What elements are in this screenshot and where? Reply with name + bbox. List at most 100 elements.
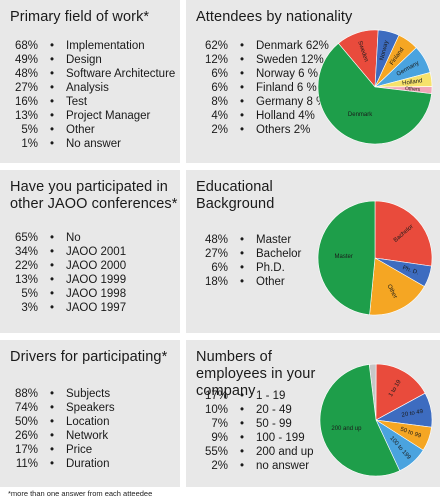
stat-label: Software Architecture: [66, 68, 176, 80]
stat-label: Duration: [66, 458, 110, 470]
stat-percent: 17%: [14, 444, 38, 456]
stat-label: Norway 6 %: [256, 68, 318, 80]
panel-primary-field: Primary field of work* 68% • Implementatio…: [0, 0, 180, 163]
stat-label: Finland 6 %: [256, 82, 317, 94]
stat-label: Ph.D.: [256, 262, 285, 274]
stat-percent: 13%: [14, 110, 38, 122]
pie-slice: [317, 200, 376, 316]
stat-percent: 48%: [14, 68, 38, 80]
stat-percent: 62%: [204, 40, 228, 52]
stat-label: Other: [66, 124, 95, 136]
bullet-icon: •: [50, 40, 55, 52]
stat-percent: 26%: [14, 430, 38, 442]
pie-slice: [375, 363, 426, 421]
stat-percent: 6%: [211, 262, 228, 274]
stat-label: Germany 8 %: [256, 96, 327, 108]
bullet-icon: •: [50, 68, 55, 80]
pie-slice-label: Holland: [402, 78, 423, 87]
bullet-icon: •: [240, 54, 245, 66]
stat-label: JAOO 2001: [66, 246, 127, 258]
stat-percent: 74%: [14, 402, 38, 414]
stat-label: Analysis: [66, 82, 109, 94]
stat-label: no answer: [256, 460, 310, 472]
stat-label: No: [66, 232, 81, 244]
stat-percent: 50%: [14, 416, 38, 428]
stat-label: Bachelor: [256, 248, 302, 260]
panel-nationality: Attendees by nationality 62% • Denmark 62%…: [186, 0, 440, 163]
stat-label: Location: [66, 416, 110, 428]
panel-title: Primary field of work*: [10, 9, 150, 25]
bullet-icon: •: [240, 460, 245, 472]
stat-percent: 6%: [211, 68, 228, 80]
stat-percent: 16%: [14, 96, 38, 108]
bullet-icon: •: [50, 110, 55, 122]
pie-slice-label: Denmark: [348, 112, 373, 118]
stat-percent: 65%: [14, 232, 38, 244]
stat-percent: 4%: [211, 110, 228, 122]
stat-percent: 1%: [21, 138, 38, 150]
pie-slice: [369, 257, 425, 316]
stat-percent: 8%: [211, 96, 228, 108]
pie-slice-label: 20 to 49: [401, 409, 424, 419]
footnote: *more than one answer from each atteedee: [8, 489, 153, 498]
stat-percent: 6%: [211, 82, 228, 94]
bullet-icon: •: [50, 388, 55, 400]
bullet-icon: •: [50, 416, 55, 428]
panel-title: Educational Background: [196, 179, 275, 212]
panel-employees: Numbers of employees in your company 17%…: [186, 340, 440, 487]
stat-label: Others 2%: [256, 124, 311, 136]
stat-label: Price: [66, 444, 93, 456]
pie-slice: [319, 364, 401, 477]
stat-percent: 11%: [15, 458, 38, 470]
stat-percent: 10%: [204, 404, 228, 416]
bullet-icon: •: [50, 96, 55, 108]
stat-percent: 3%: [21, 302, 38, 314]
stat-percent: 12%: [204, 54, 228, 66]
bullet-icon: •: [240, 110, 245, 122]
stat-label: JAOO 1998: [66, 288, 127, 300]
bullet-icon: •: [50, 444, 55, 456]
panel-title: Numbers of employees in your company: [196, 349, 316, 399]
pie-slice-label: 200 and up: [331, 426, 362, 432]
pie-slice: [374, 200, 433, 267]
stat-percent: 27%: [204, 248, 228, 260]
bullet-icon: •: [240, 432, 245, 444]
stat-percent: 5%: [21, 288, 38, 300]
stat-percent: 55%: [204, 446, 228, 458]
bullet-icon: •: [50, 82, 55, 94]
panel-jaoo-conferences: Have you participated in other JAOO conf…: [0, 170, 180, 333]
panel-title: Attendees by nationality: [196, 9, 353, 25]
bullet-icon: •: [50, 302, 55, 314]
stat-percent: 22%: [14, 260, 38, 272]
stat-percent: 2%: [211, 460, 228, 472]
stat-label: 200 and up: [256, 446, 314, 458]
bullet-icon: •: [240, 404, 245, 416]
stat-percent: 17%: [204, 390, 228, 402]
nationality-pie-chart: Sweden Norway FinlandGermanyHollandOthersD…: [317, 29, 433, 145]
pie-slice-label: Master: [335, 254, 353, 260]
stat-label: JAOO 2000: [66, 260, 127, 272]
bullet-icon: •: [240, 40, 245, 52]
stat-label: 1 - 19: [256, 390, 286, 402]
pie-slice: [317, 42, 432, 145]
stat-label: JAOO 1997: [66, 302, 127, 314]
stat-label: No answer: [66, 138, 121, 150]
panel-drivers: Drivers for participating* 88% • Subjects 7…: [0, 340, 180, 487]
stat-label: Speakers: [66, 402, 115, 414]
bullet-icon: •: [50, 458, 55, 470]
bullet-icon: •: [50, 274, 55, 286]
bullet-icon: •: [240, 390, 245, 402]
stat-percent: 88%: [14, 388, 38, 400]
stat-percent: 34%: [14, 246, 38, 258]
panel-education: Educational Background 48% • Master 27% • Bac…: [186, 170, 440, 333]
stat-percent: 2%: [211, 124, 228, 136]
bullet-icon: •: [50, 138, 55, 150]
bullet-icon: •: [50, 288, 55, 300]
stat-label: Other: [256, 276, 285, 288]
bullet-icon: •: [240, 276, 245, 288]
bullet-icon: •: [240, 124, 245, 136]
stat-percent: 18%: [204, 276, 228, 288]
stat-label: Holland 4%: [256, 110, 315, 122]
bullet-icon: •: [240, 446, 245, 458]
